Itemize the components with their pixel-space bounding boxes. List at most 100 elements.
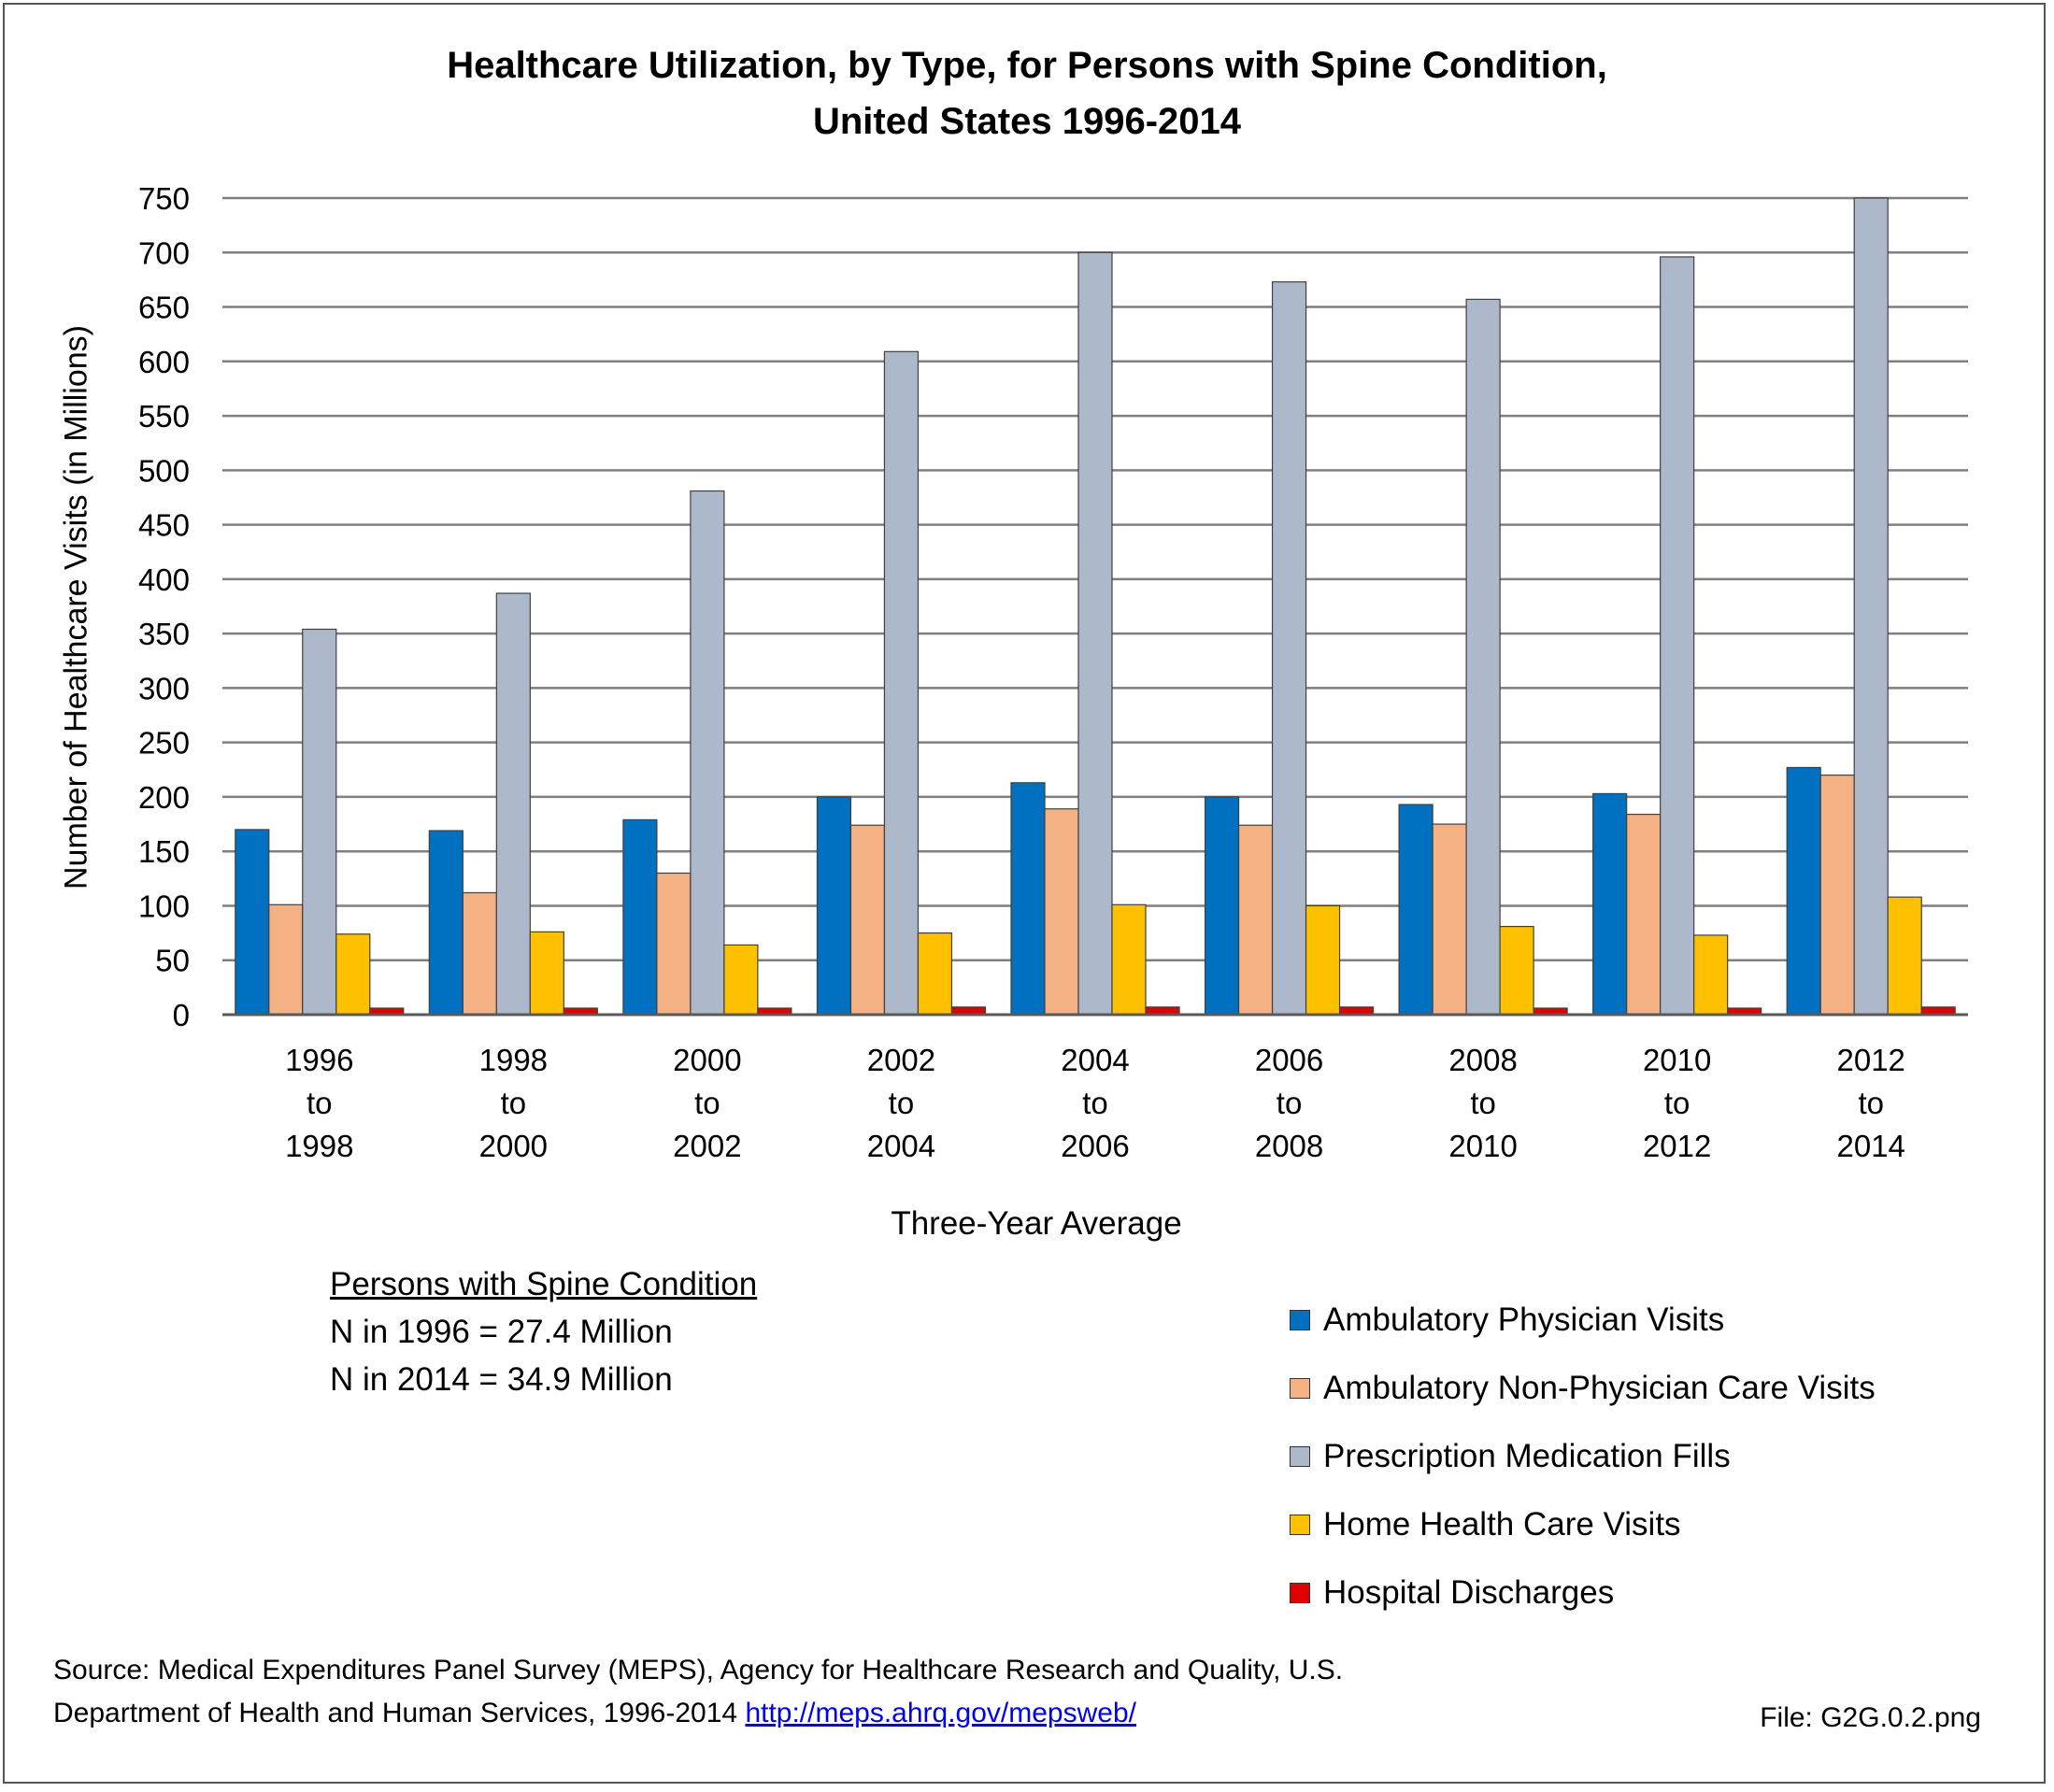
bar (529, 931, 564, 1016)
y-tick-label: 750 (138, 181, 190, 216)
note-line-1996: N in 1996 = 27.4 Million (330, 1314, 673, 1350)
bar (1693, 934, 1729, 1016)
bar (302, 628, 337, 1016)
x-tick-label: 2006 (1061, 1129, 1129, 1163)
x-tick-label: to (1470, 1086, 1496, 1120)
source-line-2-text: Department of Health and Human Services,… (53, 1698, 738, 1728)
y-tick-label: 350 (138, 617, 190, 651)
x-tick-label: 2000 (673, 1043, 741, 1077)
chart-title-line1: Healthcare Utilization, by Type, for Per… (447, 45, 1607, 86)
source-line-1: Source: Medical Expenditures Panel Surve… (53, 1655, 1344, 1685)
x-tick-label: to (1277, 1086, 1303, 1120)
x-tick-label: 1998 (479, 1043, 548, 1077)
bar (1819, 775, 1855, 1016)
bar (335, 933, 371, 1016)
meps-link[interactable]: http://meps.ahrq.gov/mepsweb/ (745, 1698, 1136, 1728)
y-tick-label: 100 (138, 889, 190, 923)
source-note: Source: Medical Expenditures Panel Surve… (53, 1649, 1343, 1735)
bar (235, 829, 270, 1016)
x-tick-label: to (307, 1086, 333, 1120)
x-tick-label: 2008 (1255, 1129, 1323, 1163)
bar (1626, 813, 1662, 1016)
x-tick-label: 2000 (479, 1129, 548, 1163)
x-tick-label: 2012 (1837, 1043, 1905, 1077)
bar (1010, 782, 1046, 1016)
bar (1271, 281, 1307, 1016)
x-tick-label: 1998 (285, 1129, 353, 1163)
bar (1077, 251, 1113, 1016)
x-tick-label: 2008 (1448, 1043, 1517, 1077)
bar (849, 824, 886, 1016)
x-axis-label: Three-Year Average (891, 1205, 1182, 1242)
note-line-2014: N in 2014 = 34.9 Million (330, 1361, 673, 1398)
x-tick-label: to (694, 1086, 720, 1120)
bar (883, 350, 920, 1016)
y-tick-label: 600 (138, 345, 190, 379)
x-tick-label: to (1858, 1086, 1884, 1120)
bar (656, 872, 692, 1016)
bar (1786, 766, 1821, 1016)
x-tick-label: 2002 (867, 1043, 935, 1077)
y-tick-label: 200 (138, 780, 190, 815)
file-label: File: G2G.0.2.png (1760, 1702, 1981, 1733)
source-line-2: Department of Health and Human Services,… (53, 1692, 1343, 1735)
bar (1237, 824, 1274, 1016)
y-tick-label: 50 (155, 944, 190, 978)
bar (1204, 796, 1240, 1016)
x-tick-label: 2004 (867, 1129, 935, 1163)
legend-swatch (1290, 1377, 1310, 1399)
x-tick-label: 2010 (1643, 1043, 1711, 1077)
legend-item-hospital: Hospital Discharges (1290, 1558, 1876, 1627)
x-tick-label: 2006 (1255, 1043, 1323, 1077)
y-tick-label: 500 (138, 453, 190, 488)
x-tick-label: 2010 (1448, 1129, 1517, 1163)
bar (622, 818, 658, 1016)
bar (1887, 896, 1922, 1016)
legend-swatch (1290, 1582, 1310, 1603)
x-tick-label: to (1082, 1086, 1108, 1120)
bar (1305, 904, 1341, 1016)
bar (1592, 792, 1628, 1016)
bar (816, 796, 852, 1016)
legend-label: Hospital Discharges (1323, 1573, 1615, 1611)
bar (1044, 808, 1079, 1016)
bar (723, 944, 759, 1016)
bar (268, 903, 304, 1016)
bar (1432, 823, 1467, 1016)
bar (917, 932, 953, 1016)
bar (1853, 197, 1889, 1016)
x-tick-label: 2002 (673, 1129, 741, 1163)
bar (1111, 903, 1147, 1016)
legend-item-prescription: Prescription Medication Fills (1290, 1422, 1876, 1490)
bar (428, 830, 464, 1016)
x-tick-label: 2012 (1643, 1129, 1711, 1163)
x-tick-label: 2004 (1061, 1043, 1129, 1077)
x-tick-label: to (889, 1086, 915, 1120)
y-tick-label: 0 (173, 998, 190, 1032)
chart-title-line2: United States 1996-2014 (812, 101, 1241, 142)
legend-item-non-physician: Ambulatory Non-Physician Care Visits (1290, 1354, 1876, 1422)
chart-legend: Ambulatory Physician Visits Ambulatory N… (1290, 1286, 1876, 1627)
legend-label: Home Health Care Visits (1323, 1505, 1681, 1543)
legend-item-physician: Ambulatory Physician Visits (1290, 1286, 1876, 1354)
bar (495, 592, 531, 1016)
x-tick-label: 1996 (285, 1043, 353, 1077)
bar (1398, 804, 1434, 1016)
x-tick-label: 2014 (1837, 1129, 1905, 1163)
y-tick-label: 300 (138, 671, 190, 705)
bar (1499, 926, 1534, 1016)
chart-frame (3, 3, 2046, 1784)
legend-label: Ambulatory Physician Visits (1323, 1301, 1725, 1338)
y-tick-label: 250 (138, 726, 190, 761)
y-tick-label: 150 (138, 834, 190, 869)
bar (1660, 256, 1695, 1016)
legend-label: Ambulatory Non-Physician Care Visits (1323, 1369, 1876, 1406)
x-tick-label: to (1664, 1086, 1690, 1120)
bar (1465, 298, 1501, 1016)
legend-swatch (1290, 1445, 1310, 1467)
y-tick-label: 650 (138, 291, 190, 325)
legend-label: Prescription Medication Fills (1323, 1437, 1731, 1474)
legend-swatch (1290, 1309, 1310, 1330)
y-tick-label: 550 (138, 399, 190, 434)
